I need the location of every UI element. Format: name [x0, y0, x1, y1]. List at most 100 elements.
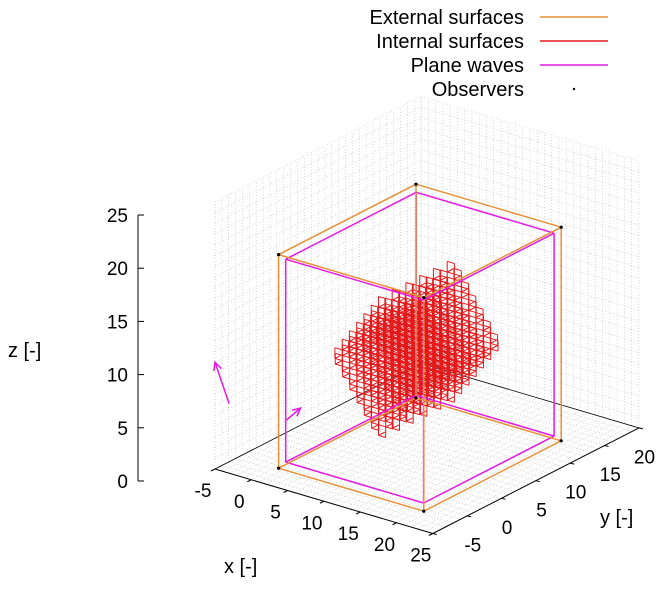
internal-edge [371, 379, 379, 383]
internal-edge [469, 339, 477, 344]
internal-edge [455, 327, 463, 331]
internal-edge [363, 320, 372, 325]
external-box-edge [423, 440, 562, 512]
internal-edge [385, 362, 394, 366]
grid-line [421, 256, 639, 322]
internal-edge [454, 273, 462, 277]
internal-edge [356, 385, 365, 389]
grid-line [367, 408, 574, 515]
grid-line [421, 106, 639, 172]
external-box-edge [415, 397, 562, 442]
internal-edge [398, 317, 407, 321]
internal-edge [356, 398, 365, 404]
internal-edge [413, 338, 422, 342]
internal-edge [468, 320, 477, 324]
internal-edge [356, 375, 365, 379]
internal-edge [427, 331, 436, 335]
internal-edge [400, 355, 408, 359]
internal-edge [385, 383, 394, 387]
internal-edge [407, 347, 415, 351]
grid-line [214, 106, 422, 213]
y-tick-label: -5 [464, 536, 481, 557]
internal-edge [378, 328, 386, 332]
internal-edge [392, 414, 401, 419]
y-tick-mark [467, 515, 472, 518]
observer-point [422, 296, 426, 300]
internal-edge [448, 341, 456, 346]
grid-line [214, 96, 422, 203]
internal-edge [461, 324, 470, 328]
internal-edge [363, 387, 372, 391]
x-tick-mark [355, 511, 361, 515]
internal-edge [392, 332, 401, 336]
internal-edge [384, 297, 393, 301]
internal-edge [490, 332, 498, 336]
internal-edge [427, 314, 435, 318]
internal-edge [461, 313, 470, 317]
internal-edge [455, 360, 464, 364]
internal-edge [440, 302, 449, 306]
grid-line [276, 437, 495, 503]
internal-edge [428, 363, 436, 367]
internal-edge [427, 358, 436, 362]
y-tick-label: 15 [600, 465, 621, 486]
plane-wave-box-edge [415, 191, 555, 234]
internal-edge [476, 352, 485, 357]
grid-line [414, 366, 633, 432]
internal-edge [468, 315, 476, 319]
internal-edge [482, 330, 491, 334]
internal-edge [356, 396, 365, 400]
grid-line [421, 234, 639, 300]
internal-edge [461, 297, 470, 301]
internal-edge [378, 415, 386, 421]
internal-edge [406, 352, 415, 356]
internal-edge [406, 336, 415, 340]
internal-edge [385, 389, 394, 393]
grid-line [338, 399, 545, 506]
internal-edge [385, 340, 394, 345]
x-tick-mark [247, 479, 252, 483]
grid-line [421, 341, 639, 407]
grid-line [421, 277, 639, 343]
internal-edge [371, 395, 380, 399]
internal-edge [378, 402, 386, 406]
internal-edge [454, 313, 463, 319]
internal-edge [428, 353, 436, 357]
internal-edge [356, 380, 365, 384]
internal-edge [349, 335, 358, 339]
internal-edge [455, 333, 464, 337]
internal-edge [406, 319, 414, 323]
observer-point [277, 466, 281, 470]
internal-edge [469, 326, 477, 330]
internal-edge [421, 347, 429, 352]
internal-edge [449, 358, 457, 363]
grid-line [214, 202, 422, 310]
internal-edge [433, 305, 442, 309]
internal-edge [433, 302, 441, 307]
internal-edge [476, 344, 485, 348]
internal-edge [453, 275, 462, 280]
internal-edge [399, 312, 407, 316]
internal-edge [442, 353, 450, 358]
internal-edge [378, 392, 386, 396]
internal-edge [434, 311, 442, 315]
internal-edge [342, 349, 350, 353]
internal-edge [364, 329, 372, 333]
grid-line [418, 423, 625, 530]
grid-line [214, 192, 422, 299]
internal-edge [440, 275, 448, 279]
internal-edge [399, 301, 407, 305]
internal-edge [427, 368, 436, 372]
internal-edge [482, 340, 491, 344]
internal-edge [378, 381, 386, 385]
internal-edge [462, 346, 471, 350]
internal-edge [413, 332, 422, 336]
internal-edge [363, 398, 372, 402]
internal-edge [447, 300, 456, 306]
internal-edge [385, 346, 394, 350]
grid-line [421, 331, 639, 397]
internal-edge [385, 358, 393, 364]
internal-edge [447, 271, 455, 275]
